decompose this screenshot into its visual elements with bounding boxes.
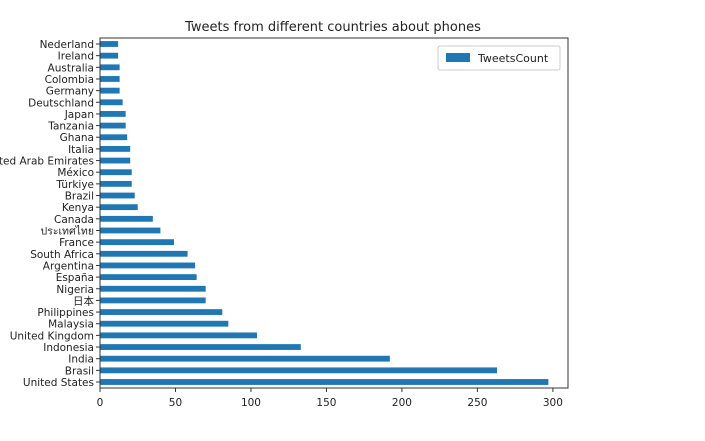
legend-swatch [446, 53, 470, 62]
x-tick-label: 50 [169, 397, 182, 409]
y-tick-label: United Arab Emirates [0, 156, 94, 168]
bar-5 [100, 320, 229, 327]
bar-0 [100, 379, 549, 385]
chart-title: Tweets from different countries about ph… [184, 20, 481, 35]
y-tick-labels: United StatesBrasilIndiaIndonesiaUnited … [0, 39, 94, 389]
y-tick-label: Deutschland [28, 97, 94, 109]
y-tick-label: Brasil [65, 365, 94, 377]
bar-20 [100, 145, 131, 152]
x-tick-label: 100 [241, 397, 261, 409]
bar-12 [100, 239, 174, 246]
bar-6 [100, 309, 223, 315]
y-tick-label: Brazil [65, 191, 94, 203]
y-tick-label: Kenya [62, 202, 94, 214]
y-tick-label: United States [23, 377, 94, 389]
bar-3 [100, 344, 301, 350]
y-tick-label: España [56, 272, 94, 284]
bar-1 [100, 367, 498, 374]
x-tick-label: 300 [543, 397, 563, 409]
bar-26 [100, 76, 120, 82]
bar-14 [100, 215, 153, 222]
bar-21 [100, 134, 128, 141]
bar-27 [100, 64, 120, 71]
bar-25 [100, 87, 120, 94]
bar-15 [100, 204, 138, 211]
y-tick-label: Ghana [60, 132, 94, 144]
legend: TweetsCount [437, 45, 561, 71]
y-tick-label: Australia [48, 62, 94, 74]
y-tick-label: Germany [46, 86, 94, 98]
y-tick-label: Nigeria [56, 284, 94, 296]
bar-9 [100, 274, 197, 281]
y-tick-label: 日本 [73, 294, 94, 307]
x-tick-label: 200 [392, 397, 412, 409]
bar-13 [100, 227, 161, 234]
y-tick-label: Indonesia [43, 342, 94, 354]
y-tick-label: México [57, 167, 94, 179]
y-tick-label: Nederland [40, 39, 94, 51]
bar-29 [100, 41, 119, 47]
legend-label: TweetsCount [477, 52, 549, 65]
bar-23 [100, 111, 126, 117]
bar-18 [100, 169, 132, 176]
bar-17 [100, 180, 132, 187]
x-tick-label: 150 [316, 397, 336, 409]
bar-24 [100, 99, 123, 106]
legend-box [437, 45, 561, 71]
y-tick-label: Malaysia [48, 319, 94, 331]
y-tick-label: Philippines [37, 307, 94, 319]
plot-frame [99, 37, 569, 389]
bar-10 [100, 262, 196, 269]
bar-2 [100, 355, 390, 362]
bars-group [96, 41, 549, 385]
bar-16 [100, 192, 135, 199]
y-tick-label: Tanzania [47, 121, 94, 133]
y-tick-label: Colombia [45, 74, 94, 86]
bar-28 [100, 52, 119, 59]
y-tick-label: France [59, 237, 94, 249]
bar-7 [100, 297, 206, 304]
y-tick-label: Argentina [43, 260, 94, 272]
y-tick-label: South Africa [30, 249, 94, 261]
y-tick-label: Italia [68, 144, 94, 156]
x-ticks: 0 50 100 150 200 250 300 [97, 388, 563, 409]
y-tick-label: Japan [64, 109, 94, 121]
bar-8 [100, 285, 206, 292]
y-tick-label: ประเทศไทย [41, 224, 94, 237]
bar-19 [100, 157, 131, 164]
y-tick-label: Türkiye [55, 179, 94, 191]
bar-4 [100, 332, 258, 339]
y-tick-label: United Kingdom [10, 330, 94, 342]
x-tick-label: 0 [97, 397, 104, 409]
y-tick-label: Ireland [58, 51, 94, 63]
bar-11 [100, 250, 188, 257]
y-tick-label: India [68, 354, 94, 366]
y-tick-label: Canada [54, 214, 94, 226]
bar-22 [100, 122, 126, 129]
x-tick-label: 250 [467, 397, 487, 409]
